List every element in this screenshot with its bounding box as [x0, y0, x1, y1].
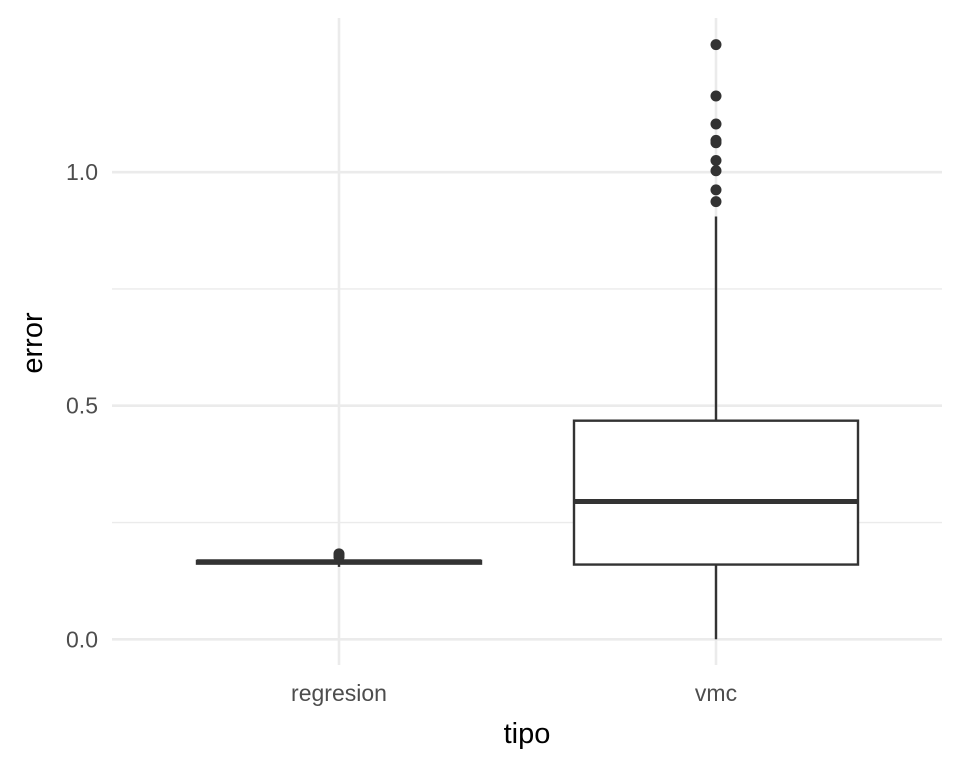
- outlier-point: [710, 154, 722, 166]
- y-tick-label: 1.0: [66, 159, 98, 185]
- x-tick-labels: regresion vmc: [291, 680, 737, 706]
- grid: [112, 18, 942, 665]
- x-axis-title: tipo: [504, 718, 551, 750]
- x-tick-label: vmc: [695, 680, 737, 706]
- box-regresion: [195, 548, 483, 567]
- outlier-point: [710, 196, 722, 208]
- outlier-point: [710, 134, 722, 146]
- outlier-point: [710, 118, 722, 130]
- outlier-point: [333, 548, 345, 560]
- y-tick-labels: 0.0 0.5 1.0: [66, 159, 98, 652]
- y-tick-label: 0.5: [66, 393, 98, 419]
- iqr-box: [572, 419, 860, 566]
- boxes: [195, 39, 860, 640]
- outlier-point: [710, 184, 722, 196]
- y-tick-label: 0.0: [66, 626, 98, 652]
- outlier-point: [710, 90, 722, 102]
- x-tick-label: regresion: [291, 680, 387, 706]
- outlier-point: [710, 39, 722, 51]
- y-axis-title: error: [17, 312, 49, 374]
- box-vmc: [572, 39, 860, 640]
- outlier-point: [710, 165, 722, 177]
